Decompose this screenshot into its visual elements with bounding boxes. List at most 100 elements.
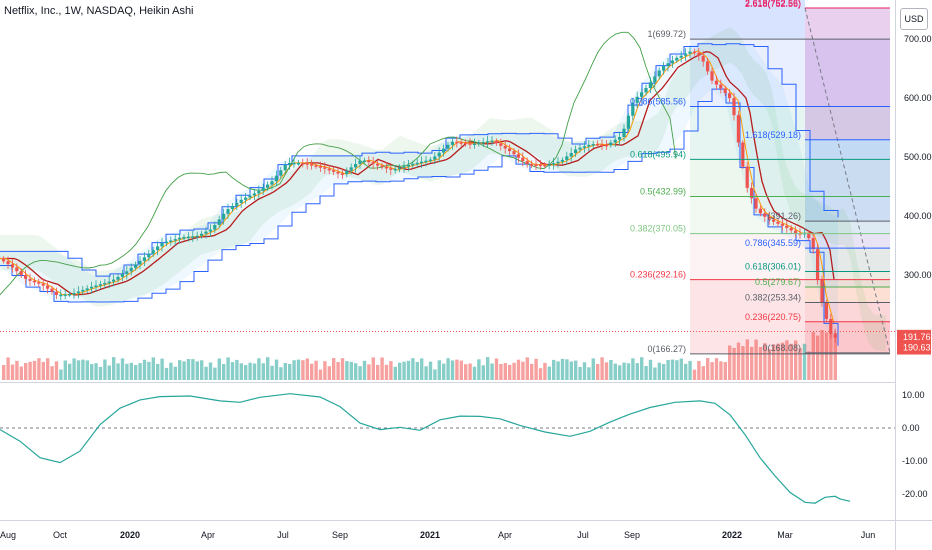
candle-body <box>54 291 58 295</box>
fib-levels: 1(699.72) 0.786(585.56) 0.618(495.94) 0.5(4… <box>630 0 890 355</box>
volume-bar <box>697 361 701 380</box>
candle-body <box>609 142 613 146</box>
candle-body <box>147 253 151 258</box>
volume-bar <box>648 359 653 380</box>
volume-bar <box>490 363 494 380</box>
volume-bar <box>420 358 424 380</box>
fib-zone-left <box>690 196 890 234</box>
volume-bar <box>24 363 28 380</box>
volume-bar <box>754 339 758 380</box>
volume-bar <box>736 342 741 380</box>
candle-body <box>239 199 243 203</box>
candle-body <box>574 149 578 153</box>
candle-body <box>508 148 512 152</box>
volume-bar <box>530 363 534 380</box>
candle-body <box>107 281 111 284</box>
fib-zone-left <box>690 159 890 197</box>
candle-body <box>59 294 63 297</box>
candle-body <box>125 271 129 275</box>
candle-body <box>486 141 490 143</box>
candle-body <box>556 161 560 164</box>
candle-body <box>613 139 617 143</box>
fib-zone-right <box>805 248 890 272</box>
candle-body <box>785 225 789 228</box>
candles[interactable] <box>2 47 837 343</box>
candle-body <box>477 142 481 145</box>
candle-body <box>723 88 727 94</box>
volume-bar <box>433 369 437 380</box>
candle-body <box>15 267 19 272</box>
candle-body <box>736 115 740 143</box>
volume-bar <box>120 358 125 380</box>
volume-bar <box>46 358 50 380</box>
oscillator-pane <box>0 393 895 504</box>
candle-body <box>138 260 142 265</box>
currency-button[interactable]: USD <box>900 8 928 30</box>
time-tick-label: Apr <box>498 530 512 540</box>
volume-bar <box>389 361 393 380</box>
volume-bar <box>336 362 340 380</box>
volume-bar <box>19 366 23 380</box>
oscillator-line <box>0 393 851 504</box>
volume-bar <box>481 365 485 380</box>
fib-trend-line <box>804 7 891 353</box>
candle-body <box>675 57 679 61</box>
fib-zone-right <box>805 286 890 303</box>
volume-bar <box>684 363 688 380</box>
volume-bar <box>63 360 67 380</box>
candle-body <box>728 93 732 99</box>
volume-bar <box>354 363 358 380</box>
volume-bar <box>173 366 177 380</box>
candle-body <box>362 160 366 162</box>
volume-bar <box>776 343 780 380</box>
volume-bar <box>402 361 406 380</box>
volume-bar <box>552 359 556 380</box>
volume-bar <box>208 362 213 380</box>
fib-zone-right <box>805 7 890 140</box>
candle-body <box>354 164 358 168</box>
candle-body <box>428 159 432 162</box>
candle-body <box>543 164 547 167</box>
fib-zone-left <box>690 39 890 107</box>
candle-body <box>710 71 714 81</box>
candle-body <box>406 165 410 167</box>
candle-body <box>503 145 507 149</box>
candle-body <box>257 190 261 194</box>
candle-body <box>772 219 776 222</box>
volume-bar <box>710 362 714 380</box>
candle-body <box>750 187 754 199</box>
candle-body <box>327 168 331 171</box>
volume-bar <box>732 347 736 380</box>
candle-body <box>305 163 309 165</box>
candle-body <box>371 162 375 164</box>
volume-bar <box>151 357 155 380</box>
volume-bar <box>147 361 151 380</box>
candle-body <box>824 302 828 319</box>
volume-bar <box>824 332 829 380</box>
candle-body <box>37 282 41 284</box>
volume-bar <box>222 364 226 380</box>
candle-body <box>19 271 23 275</box>
volume-bar <box>318 369 323 380</box>
candle-body <box>450 141 454 145</box>
candle-body <box>323 167 327 169</box>
time-tick-label: 2022 <box>722 530 742 540</box>
volume-bar <box>376 364 380 380</box>
candle-body <box>494 140 498 144</box>
volume-bar <box>252 363 257 380</box>
volume-bar <box>618 365 622 380</box>
candle-body <box>569 153 573 157</box>
candle-body <box>296 162 300 165</box>
candle-body <box>90 286 94 289</box>
volume-bar <box>349 361 353 380</box>
candle-body <box>794 230 798 234</box>
candle-body <box>398 167 402 170</box>
volume-bar <box>142 359 147 380</box>
volume-bar <box>288 364 292 380</box>
candle-body <box>745 166 749 188</box>
candle-body <box>292 162 296 165</box>
candle-body <box>72 293 76 295</box>
volume-bar <box>763 343 767 380</box>
